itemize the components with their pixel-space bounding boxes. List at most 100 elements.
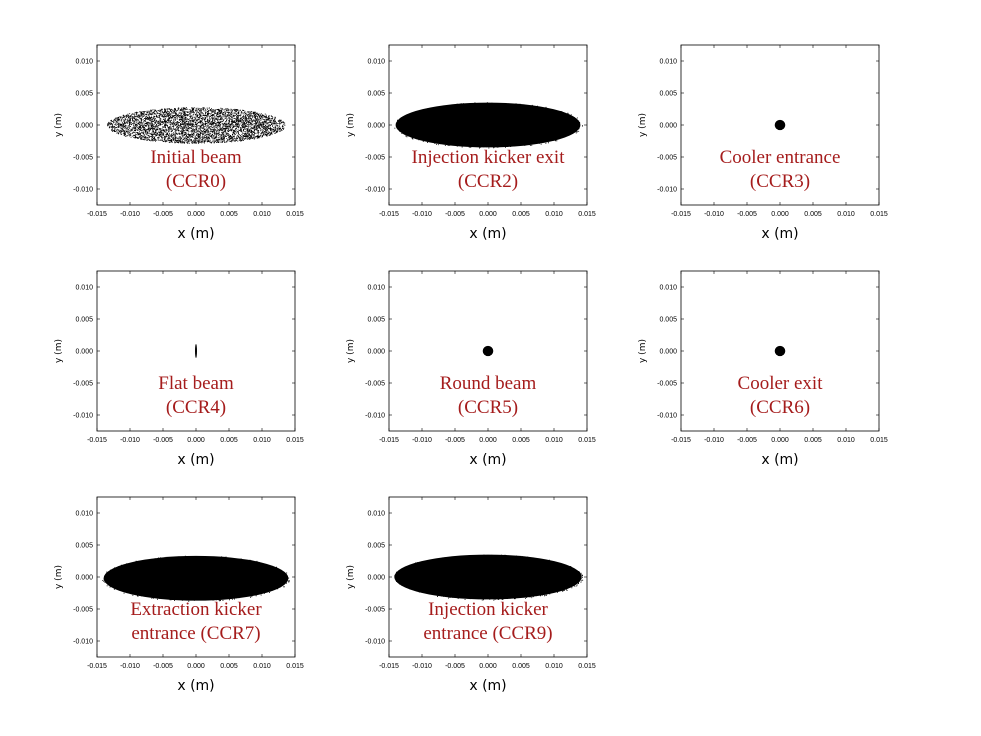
x-tick-label: 0.010 (837, 437, 855, 444)
y-tick-label: 0.000 (367, 123, 385, 130)
y-tick-label: -0.010 (657, 187, 677, 194)
y-axis-label: y (m) (54, 565, 64, 589)
x-axis-label: x (m) (177, 678, 214, 694)
beam-core (774, 345, 786, 357)
x-tick-label: 0.000 (187, 211, 205, 218)
beam-distribution (394, 554, 584, 601)
y-tick-label: 0.010 (367, 59, 385, 66)
y-tick-label: 0.000 (367, 575, 385, 582)
y-tick-label: 0.000 (75, 349, 93, 356)
x-tick-label: -0.005 (153, 663, 173, 670)
panel-label: Initial beam (CCR0) (150, 147, 241, 192)
x-tick-label: 0.005 (512, 663, 530, 670)
chart-panel-1: -0.015 -0.010 -0.005 0.000 0.005 0.010 0.015 -0… (346, 44, 596, 242)
beam-core (195, 343, 197, 359)
y-tick-label: 0.005 (75, 543, 93, 550)
y-axis-label: y (m) (638, 113, 648, 137)
x-tick-label: 0.005 (220, 211, 238, 218)
panel-label-line: Injection kicker (428, 599, 548, 620)
y-tick-label: -0.005 (73, 155, 93, 162)
y-axis-label: y (m) (346, 565, 356, 589)
panel-label: Flat beam (CCR4) (158, 373, 234, 418)
x-tick-label: 0.010 (253, 437, 271, 444)
y-tick-label: 0.010 (659, 59, 677, 66)
beam-distribution (482, 345, 494, 357)
y-tick-label: 0.005 (659, 317, 677, 324)
panel-label-line: Injection kicker exit (412, 147, 566, 168)
x-tick-label: 0.005 (804, 437, 822, 444)
chart-panel-5: -0.015 -0.010 -0.005 0.000 0.005 0.010 0.015 -0… (638, 270, 888, 468)
panel-label-line: Flat beam (158, 373, 234, 394)
panel-label: Cooler exit (CCR6) (738, 373, 824, 418)
y-axis-label: y (m) (638, 339, 648, 363)
chart-panel-6: -0.015 -0.010 -0.005 0.000 0.005 0.010 0.015 -0… (54, 496, 304, 694)
x-axis-label: x (m) (761, 226, 798, 242)
y-tick-label: -0.010 (657, 413, 677, 420)
y-tick-label: 0.005 (367, 543, 385, 550)
panel-label-line: (CCR4) (166, 397, 226, 418)
y-tick-label: -0.005 (365, 155, 385, 162)
x-tick-label: -0.005 (445, 437, 465, 444)
x-tick-label: -0.015 (87, 437, 107, 444)
x-tick-label: 0.015 (286, 437, 304, 444)
panel-label: Injection kicker entrance (CCR9) (423, 599, 552, 644)
x-tick-label: 0.010 (253, 663, 271, 670)
x-tick-label: 0.010 (545, 211, 563, 218)
beam-distribution (394, 102, 583, 149)
y-tick-label: 0.010 (367, 285, 385, 292)
y-tick-label: -0.010 (365, 413, 385, 420)
x-tick-label: 0.010 (545, 663, 563, 670)
beam-particles (107, 107, 286, 144)
panel-label: Extraction kicker entrance (CCR7) (130, 599, 262, 644)
y-tick-label: -0.010 (73, 413, 93, 420)
y-tick-label: 0.005 (367, 317, 385, 324)
x-tick-label: -0.010 (412, 211, 432, 218)
y-tick-label: -0.005 (73, 607, 93, 614)
y-tick-label: 0.000 (75, 123, 93, 130)
x-tick-label: 0.015 (578, 437, 596, 444)
y-tick-label: 0.000 (659, 123, 677, 130)
chart-panel-0: -0.015 -0.010 -0.005 0.000 0.005 0.010 0.015 -0… (54, 44, 304, 242)
chart-panel-4: -0.015 -0.010 -0.005 0.000 0.005 0.010 0.015 -0… (346, 270, 596, 468)
y-tick-label: 0.000 (75, 575, 93, 582)
x-tick-label: 0.000 (187, 437, 205, 444)
beam-distribution (195, 343, 197, 359)
x-tick-label: 0.015 (870, 437, 888, 444)
x-tick-label: -0.005 (445, 211, 465, 218)
y-tick-label: -0.010 (365, 639, 385, 646)
y-tick-label: -0.005 (657, 381, 677, 388)
x-tick-label: -0.015 (379, 663, 399, 670)
x-tick-label: -0.015 (87, 663, 107, 670)
x-tick-label: 0.015 (578, 663, 596, 670)
panel-label: Injection kicker exit (CCR2) (412, 147, 566, 192)
x-tick-label: -0.010 (412, 663, 432, 670)
x-axis-label: x (m) (177, 226, 214, 242)
x-axis-label: x (m) (177, 452, 214, 468)
panel-label-line: Initial beam (150, 147, 241, 168)
x-tick-label: 0.015 (578, 211, 596, 218)
x-tick-label: -0.005 (737, 211, 757, 218)
beam-distribution (774, 119, 786, 131)
beam-distribution (102, 555, 290, 602)
x-tick-label: 0.005 (220, 437, 238, 444)
y-tick-label: 0.010 (367, 511, 385, 518)
panel-label: Cooler entrance (CCR3) (720, 147, 841, 192)
x-tick-label: 0.000 (187, 663, 205, 670)
x-axis-label: x (m) (761, 452, 798, 468)
panel-label-line: Cooler entrance (720, 147, 841, 168)
x-tick-label: -0.015 (379, 437, 399, 444)
x-tick-label: 0.010 (837, 211, 855, 218)
panel-label-line: entrance (CCR7) (131, 623, 260, 644)
x-tick-label: -0.010 (120, 211, 140, 218)
x-tick-label: -0.015 (671, 211, 691, 218)
panel-label-line: (CCR2) (458, 171, 518, 192)
y-tick-label: 0.005 (367, 91, 385, 98)
y-tick-label: 0.010 (75, 59, 93, 66)
x-tick-label: 0.000 (479, 663, 497, 670)
y-tick-label: -0.005 (365, 607, 385, 614)
y-axis-label: y (m) (346, 113, 356, 137)
y-tick-label: -0.005 (657, 155, 677, 162)
panel-label-line: entrance (CCR9) (423, 623, 552, 644)
x-axis-label: x (m) (469, 452, 506, 468)
